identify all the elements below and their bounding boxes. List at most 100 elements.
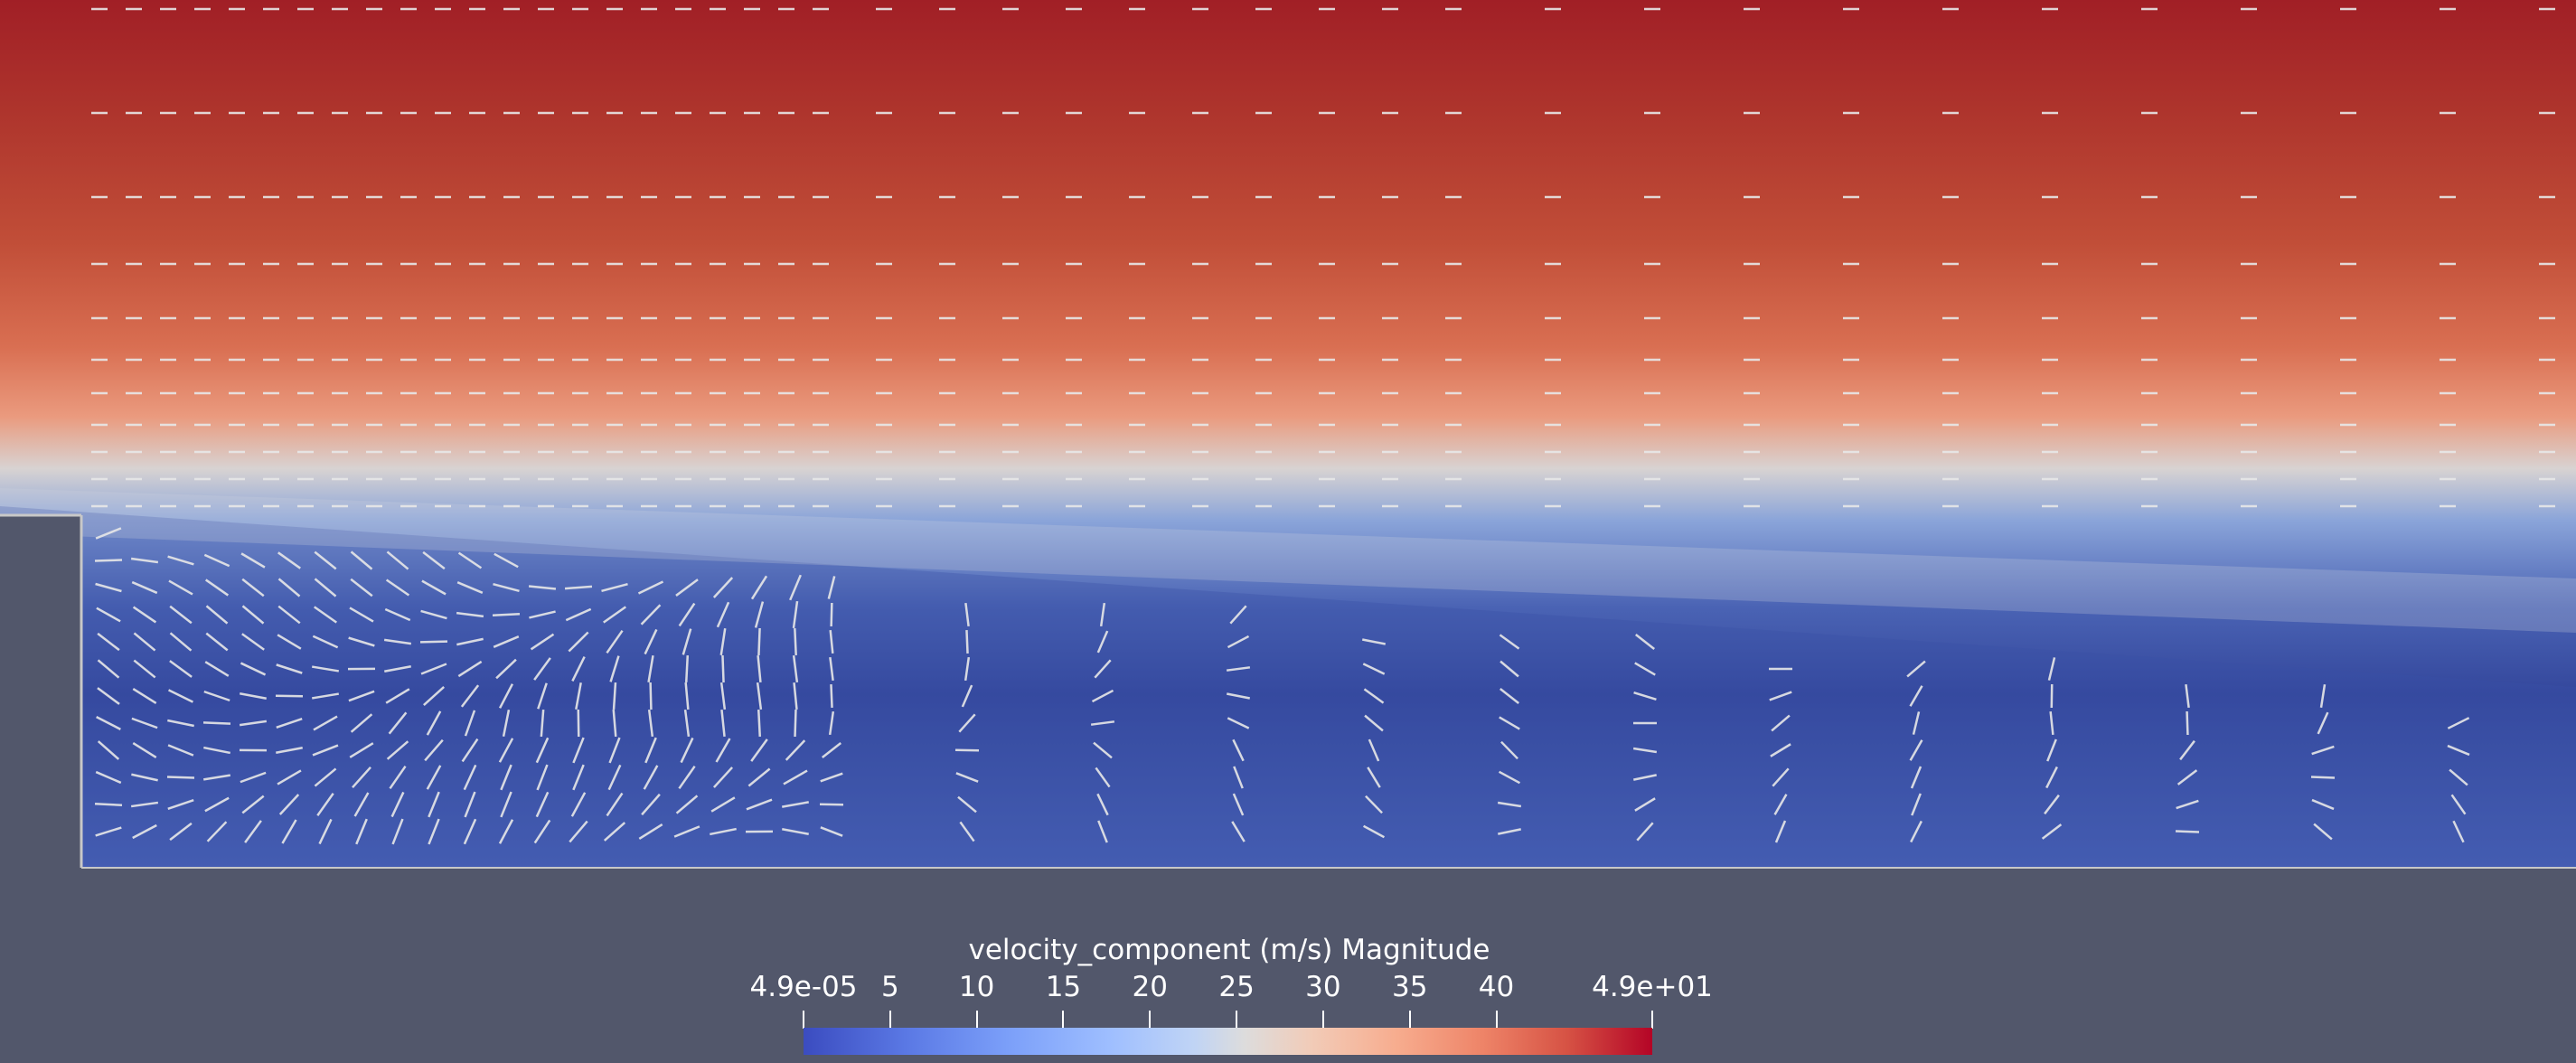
velocity-arrow-icon <box>678 602 696 627</box>
velocity-arrow-icon <box>2447 744 2470 757</box>
velocity-arrow-icon <box>721 654 725 683</box>
velocity-arrow-icon <box>821 742 842 758</box>
velocity-arrow-icon <box>498 819 514 844</box>
velocity-arrow-icon <box>1906 660 1926 678</box>
velocity-arrow-icon <box>1226 692 1251 700</box>
velocity-arrow-icon <box>1500 660 1519 678</box>
velocity-arrow-icon <box>132 606 157 624</box>
velocity-arrow-icon <box>1361 638 1387 645</box>
velocity-arrow-icon <box>757 654 762 683</box>
velocity-arrow-icon <box>1227 717 1250 729</box>
velocity-arrow-icon <box>612 682 617 710</box>
velocity-arrow-icon <box>240 552 266 569</box>
velocity-arrow-icon <box>1367 767 1381 788</box>
tick-mark <box>803 1011 804 1029</box>
velocity-arrow-icon <box>94 802 123 807</box>
velocity-arrow-icon <box>312 635 339 649</box>
velocity-arrow-icon <box>383 638 412 645</box>
velocity-arrow-icon <box>350 550 373 570</box>
velocity-arrow-icon <box>964 602 970 627</box>
velocity-arrow-icon <box>2449 768 2468 786</box>
velocity-arrow-icon <box>456 581 484 594</box>
velocity-arrow-icon <box>277 605 301 625</box>
velocity-arrow-icon <box>608 737 621 764</box>
velocity-arrow-icon <box>132 823 157 840</box>
velocity-arrow-icon <box>754 601 765 628</box>
velocity-arrow-icon <box>1232 738 1245 762</box>
velocity-arrow-icon <box>2311 745 2335 756</box>
velocity-arrow-icon <box>385 688 410 704</box>
velocity-arrow-icon <box>312 744 339 757</box>
velocity-arrow-icon <box>1911 793 1922 816</box>
velocity-arrow-icon <box>570 792 587 817</box>
velocity-arrow-icon <box>750 738 768 762</box>
velocity-arrow-icon <box>348 636 375 647</box>
velocity-arrow-icon <box>352 766 371 789</box>
velocity-arrow-icon <box>750 575 768 600</box>
velocity-arrow-icon <box>426 765 442 790</box>
velocity-arrow-icon <box>131 580 158 595</box>
velocity-arrow-icon <box>828 710 835 736</box>
velocity-arrow-icon <box>132 741 157 759</box>
velocity-arrow-icon <box>1634 797 1656 812</box>
velocity-arrow-icon <box>206 821 228 842</box>
velocity-arrow-icon <box>422 550 446 570</box>
velocity-arrow-icon <box>1499 716 1520 730</box>
velocity-arrow-icon <box>313 715 338 731</box>
velocity-arrow-icon <box>719 682 727 710</box>
velocity-arrow-icon <box>167 744 194 757</box>
velocity-arrow-icon <box>794 627 797 656</box>
velocity-arrow-icon <box>96 607 121 623</box>
velocity-arrow-icon <box>789 574 802 601</box>
velocity-arrow-icon <box>715 738 731 763</box>
velocity-arrow-icon <box>428 791 440 818</box>
velocity-arrow-icon <box>684 682 690 710</box>
velocity-arrow-icon <box>710 796 736 813</box>
velocity-arrow-icon <box>133 659 156 679</box>
velocity-arrow-icon <box>601 582 628 593</box>
velocity-arrow-icon <box>1499 634 1520 650</box>
velocity-arrow-icon <box>2317 711 2329 735</box>
velocity-arrow-icon <box>1090 720 1115 726</box>
velocity-arrow-icon <box>2176 769 2198 785</box>
velocity-arrow-icon <box>568 631 589 653</box>
velocity-glyphs <box>91 7 2555 845</box>
velocity-arrow-icon <box>537 682 548 710</box>
velocity-arrow-icon <box>456 637 484 646</box>
velocity-arrow-icon <box>311 665 340 673</box>
velocity-arrow-icon <box>637 580 664 595</box>
velocity-arrow-icon <box>202 721 231 725</box>
velocity-arrow-icon <box>572 737 585 764</box>
velocity-arrow-icon <box>388 711 408 735</box>
velocity-arrow-icon <box>609 655 620 682</box>
velocity-arrow-icon <box>95 826 122 837</box>
step-wall <box>0 515 81 868</box>
velocity-arrow-icon <box>424 738 444 762</box>
velocity-arrow-icon <box>1500 740 1518 760</box>
velocity-arrow-icon <box>640 604 662 626</box>
velocity-arrow-icon <box>314 578 337 597</box>
velocity-arrow-icon <box>965 629 969 654</box>
velocity-arrow-icon <box>276 747 303 754</box>
velocity-arrow-icon <box>241 633 265 651</box>
velocity-arrow-icon <box>1634 633 1656 651</box>
velocity-arrow-icon <box>386 740 409 760</box>
velocity-arrow-icon <box>205 632 229 652</box>
velocity-arrow-icon <box>830 683 833 709</box>
velocity-arrow-icon <box>612 709 617 738</box>
tick-mark <box>1651 1011 1653 1029</box>
velocity-arrow-icon <box>533 819 551 844</box>
velocity-arrow-icon <box>278 794 300 815</box>
velocity-arrow-icon <box>97 740 120 760</box>
velocity-arrow-icon <box>463 818 477 845</box>
velocity-arrow-icon <box>241 605 265 625</box>
velocity-arrow-icon <box>239 720 268 727</box>
velocity-arrow-icon <box>1368 738 1380 762</box>
velocity-arrow-icon <box>638 823 663 841</box>
velocity-arrow-icon <box>530 633 555 651</box>
velocity-arrow-icon <box>2041 823 2063 840</box>
velocity-arrow-icon <box>572 764 585 791</box>
velocity-arrow-icon <box>603 822 626 842</box>
velocity-arrow-icon <box>95 770 122 785</box>
